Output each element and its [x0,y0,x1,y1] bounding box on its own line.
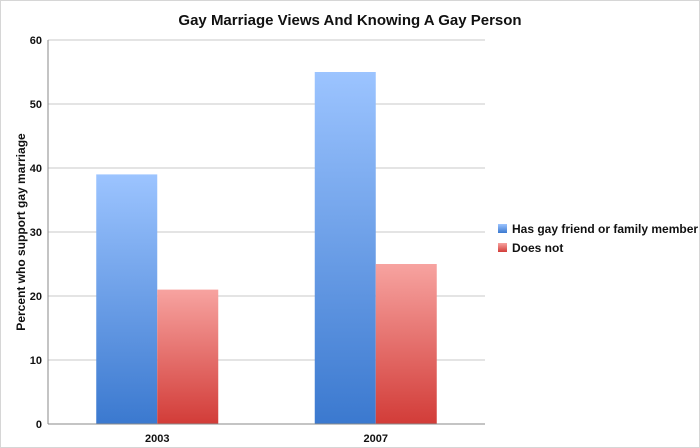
y-tick-label: 40 [30,163,42,175]
x-tick-label: 2003 [145,433,169,445]
chart-title: Gay Marriage Views And Knowing A Gay Per… [178,12,521,29]
y-tick-label: 10 [30,355,42,367]
y-axis-title: Percent who support gay marriage [14,133,28,331]
y-tick-label: 0 [36,419,42,431]
legend-label: Does not [512,241,563,255]
y-tick-label: 50 [30,99,42,111]
bar-2007-series-1 [375,264,437,424]
axes: 0 10 20 30 40 50 60 2003 2007 [30,35,485,445]
bars [96,72,437,424]
legend-swatch [498,224,507,233]
legend: Has gay friend or family member Does not [498,222,698,255]
x-tick-label: 2007 [364,433,388,445]
y-tick-label: 60 [30,35,42,47]
bar-2007-series-0 [314,72,376,424]
bar-2003-series-1 [157,289,219,424]
y-tick-label: 20 [30,291,42,303]
legend-swatch [498,243,507,252]
y-tick-label: 30 [30,227,42,239]
bar-2003-series-0 [96,174,158,424]
legend-label: Has gay friend or family member [512,222,698,236]
